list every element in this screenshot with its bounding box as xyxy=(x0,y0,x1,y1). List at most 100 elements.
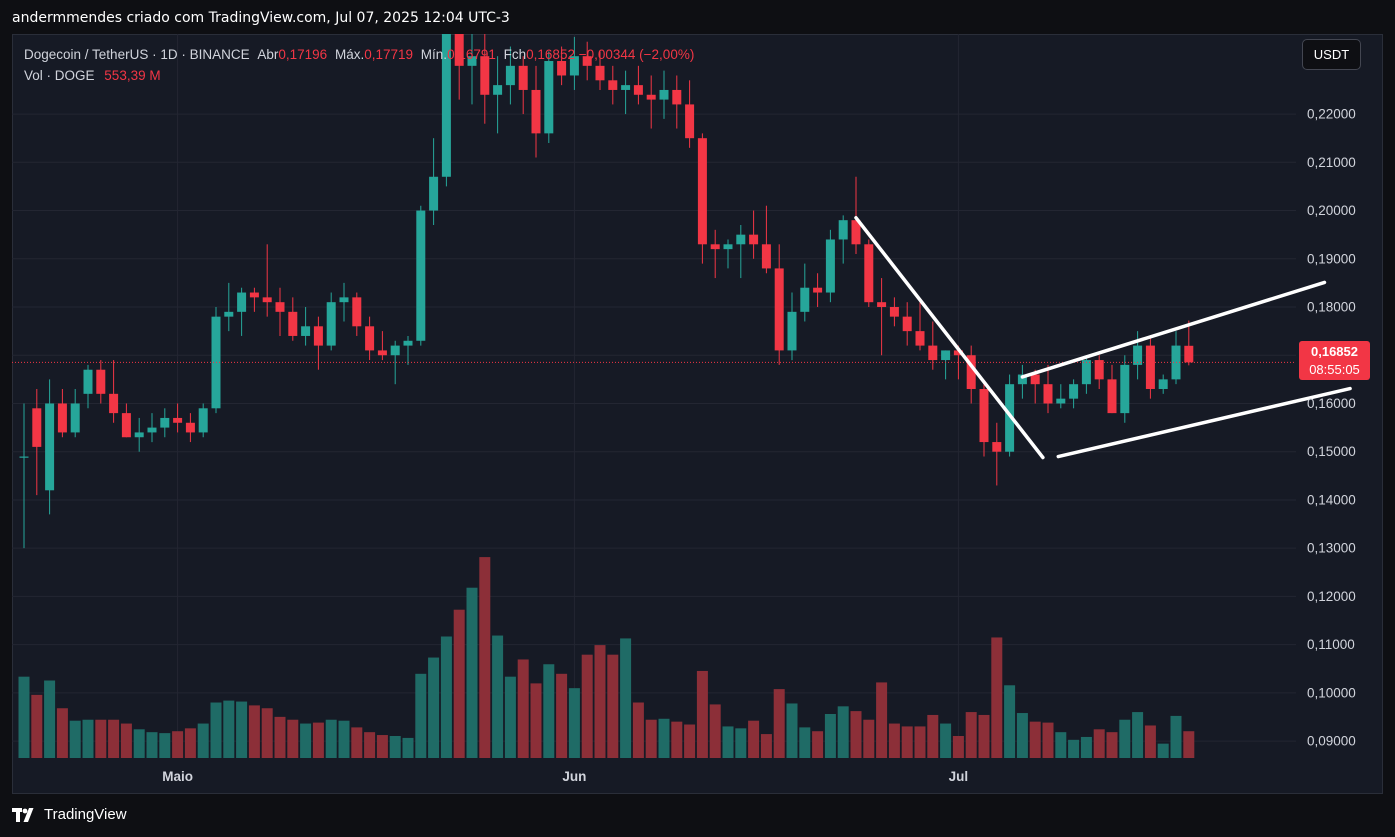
volume-bar xyxy=(671,721,683,758)
candle-body xyxy=(493,85,503,95)
volume-bar xyxy=(863,719,875,758)
candle-body xyxy=(557,61,567,76)
volume-bar xyxy=(556,673,568,758)
candle-body xyxy=(1158,379,1168,390)
candle xyxy=(774,244,784,365)
volume-bar xyxy=(658,718,670,758)
volume-bar xyxy=(351,727,363,758)
volume-bar xyxy=(261,708,273,758)
volume-bar xyxy=(453,609,465,758)
volume-bar xyxy=(965,712,977,758)
candlestick-chart[interactable]: 0,220000,210000,200000,190000,180000,170… xyxy=(12,34,1383,794)
candle xyxy=(249,287,259,312)
candle xyxy=(621,70,631,115)
high-value: 0,17719 xyxy=(364,47,414,62)
candle xyxy=(582,41,592,81)
candle-body xyxy=(467,56,477,66)
candle xyxy=(160,408,170,438)
tradingview-branding[interactable]: TradingView xyxy=(12,806,127,823)
candle-body xyxy=(966,355,976,390)
high-label: Máx. xyxy=(334,47,365,62)
price-axis: 0,220000,210000,200000,190000,180000,170… xyxy=(1307,107,1356,749)
currency-button[interactable]: USDT xyxy=(1302,39,1361,70)
candle xyxy=(518,56,528,115)
volume-bar xyxy=(543,664,555,758)
candle-body xyxy=(979,389,989,443)
volume-bar xyxy=(287,719,299,758)
volume-bar xyxy=(428,657,440,758)
candle-body xyxy=(697,138,707,245)
volume-bar xyxy=(620,638,632,758)
volume-bar xyxy=(696,670,708,758)
volume-bar xyxy=(684,724,696,758)
low-label: Mín. xyxy=(420,47,448,62)
volume-bar xyxy=(504,676,516,758)
candle xyxy=(377,331,387,361)
candle xyxy=(877,278,887,356)
candle-body xyxy=(262,297,272,303)
candle xyxy=(992,422,1002,486)
volume-bar xyxy=(236,701,248,758)
price-tick-label: 0,09000 xyxy=(1307,734,1356,749)
candle-body xyxy=(237,292,247,312)
volume-bar xyxy=(773,689,785,758)
chart-legend: Dogecoin / TetherUS · 1D · BINANCE Abr0,… xyxy=(24,46,694,88)
symbol-title[interactable]: Dogecoin / TetherUS · 1D · BINANCE xyxy=(24,47,250,62)
brand-name: TradingView xyxy=(44,806,127,823)
volume-bar xyxy=(824,713,836,758)
candle xyxy=(787,292,797,361)
candle xyxy=(672,75,682,129)
candle xyxy=(1017,364,1027,399)
candle xyxy=(198,403,208,438)
candle xyxy=(441,34,451,187)
volume-label[interactable]: Vol · DOGE xyxy=(24,68,95,83)
candle xyxy=(109,360,119,423)
candle xyxy=(979,384,989,457)
price-tick-label: 0,19000 xyxy=(1307,251,1356,266)
candle xyxy=(928,321,938,370)
trendline xyxy=(854,216,1045,460)
candle-body xyxy=(953,350,963,356)
candle xyxy=(800,263,810,322)
volume-bar xyxy=(1093,729,1105,758)
candle xyxy=(1094,355,1104,390)
trendlines xyxy=(854,216,1352,460)
candle xyxy=(710,229,720,279)
price-tick-label: 0,20000 xyxy=(1307,203,1356,218)
candle-body xyxy=(1030,374,1040,385)
candle xyxy=(83,364,93,409)
price-tick-label: 0,10000 xyxy=(1307,685,1356,700)
candle xyxy=(326,292,336,351)
candle-body xyxy=(275,302,285,312)
volume-bar xyxy=(133,729,145,758)
candle-body xyxy=(877,302,887,308)
candle xyxy=(1056,384,1066,409)
candle xyxy=(454,34,464,100)
candle xyxy=(1120,355,1130,423)
candle xyxy=(467,34,477,105)
candle-body xyxy=(454,34,464,66)
volume-bar xyxy=(581,654,593,758)
candle xyxy=(365,316,375,361)
candle xyxy=(608,65,618,105)
candle-body xyxy=(1145,345,1155,390)
volume-bar xyxy=(978,714,990,758)
candle xyxy=(902,302,912,346)
candle-body xyxy=(659,89,669,100)
volume-bar xyxy=(760,734,772,758)
candle-body xyxy=(915,331,925,346)
candle xyxy=(1184,320,1194,366)
candle xyxy=(1069,379,1079,409)
candle-body xyxy=(365,326,375,351)
candle xyxy=(339,282,349,322)
candle-body xyxy=(352,297,362,327)
candle xyxy=(262,244,272,317)
volume-bar xyxy=(415,673,427,758)
volume-bar xyxy=(1029,721,1041,758)
volume-bar xyxy=(722,726,734,758)
candle xyxy=(723,239,733,269)
volume-value: 553,39 M xyxy=(104,68,161,83)
volume-bar xyxy=(991,637,1003,758)
volume-bar xyxy=(108,719,120,758)
volume-bar xyxy=(1080,736,1092,758)
